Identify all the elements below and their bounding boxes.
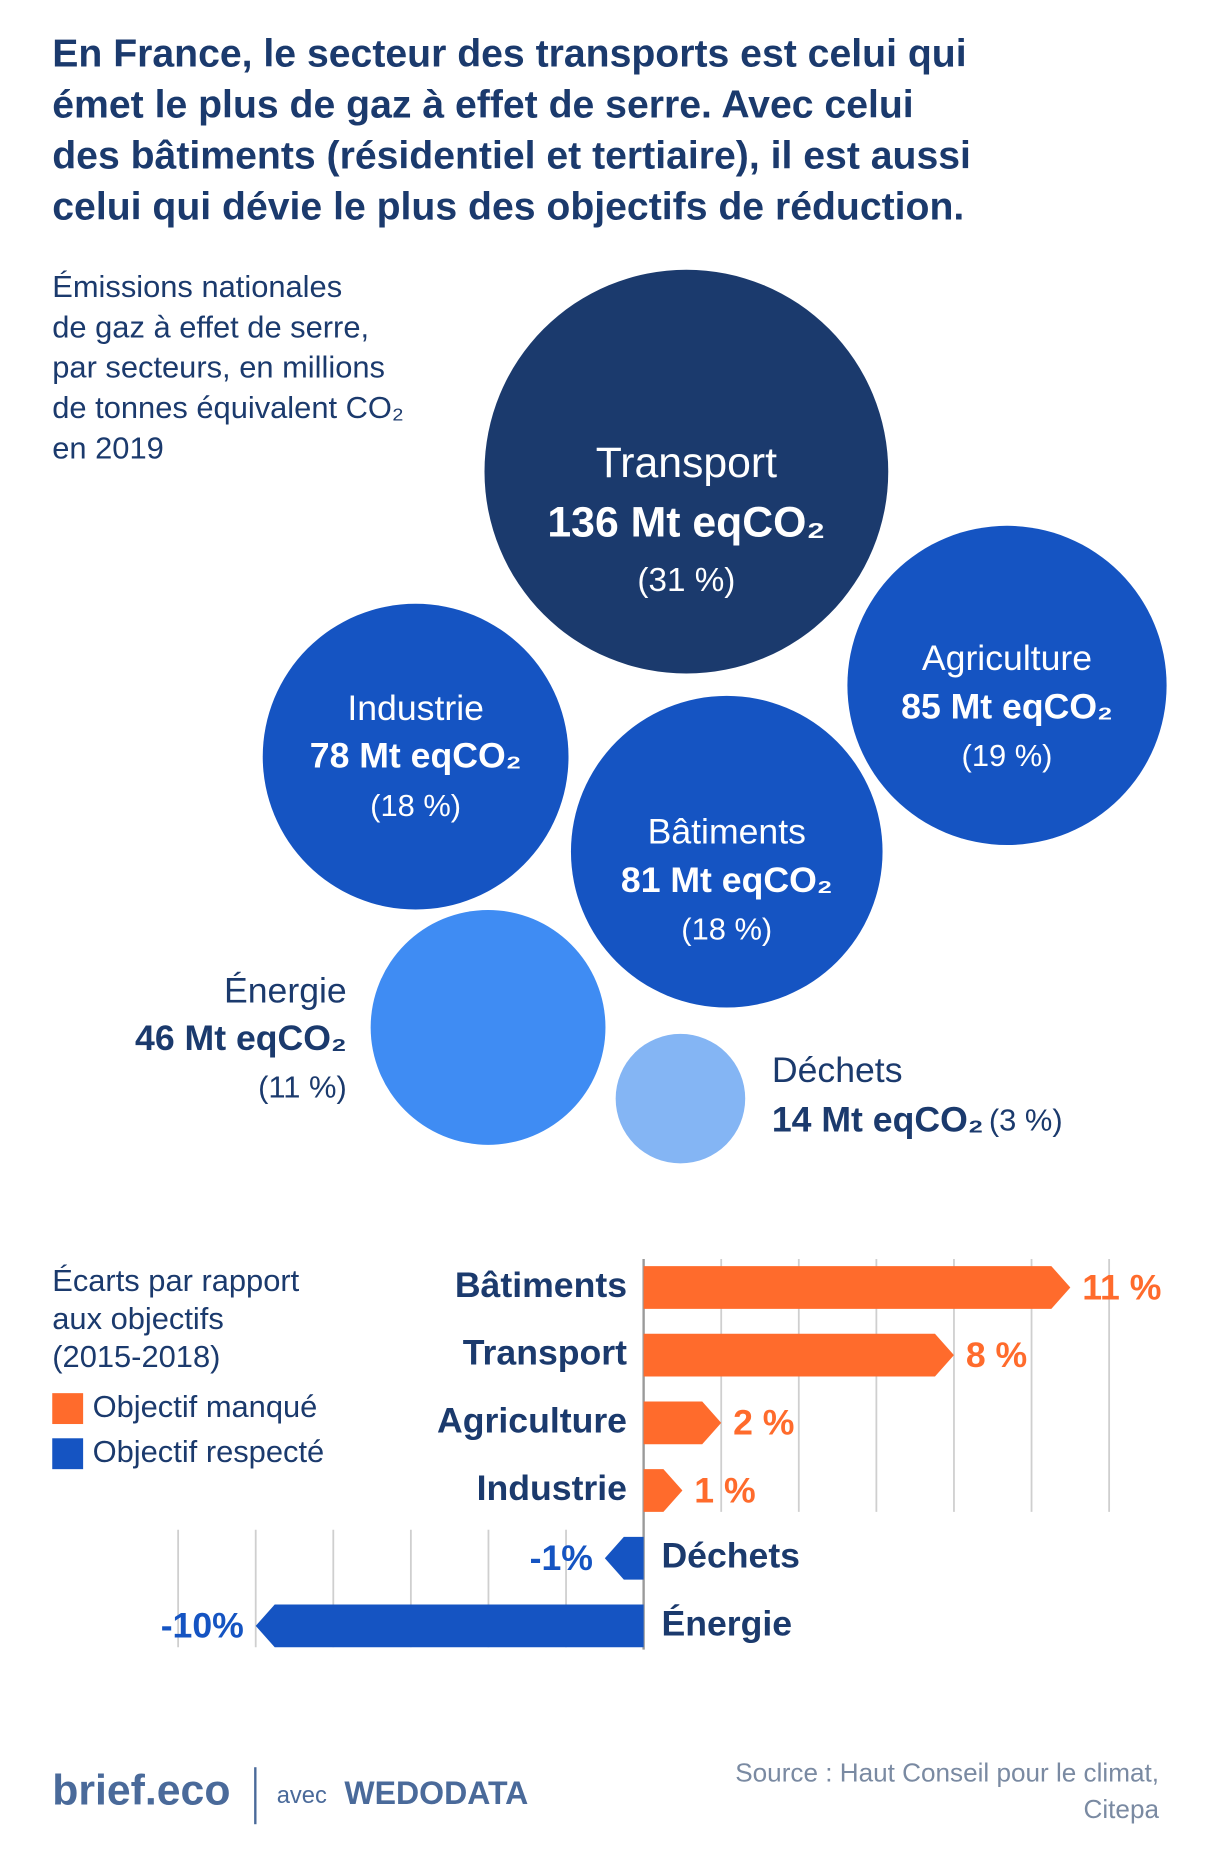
value-label: -10%	[161, 1606, 244, 1646]
title-line: des bâtiments (résidentiel et tertiaire)…	[52, 135, 971, 178]
subtitle-line: Écarts par rapport	[52, 1263, 299, 1298]
bubble-category: Bâtiments	[648, 811, 806, 851]
bar	[643, 1469, 683, 1512]
bubble-category: Déchets	[772, 1050, 903, 1090]
legend-swatch	[52, 1393, 84, 1425]
title-line: En France, le secteur des transports est…	[52, 32, 966, 75]
bubble	[615, 1033, 746, 1164]
bubble-category: Énergie	[224, 970, 347, 1010]
bubble	[847, 525, 1167, 846]
legend-label: Objectif manqué	[93, 1389, 318, 1424]
value-label: 2 %	[733, 1403, 794, 1443]
bubble-share-label: (3 %)	[989, 1103, 1063, 1138]
bubble	[570, 695, 883, 1008]
bubble-value-line: 14 Mt eqCO₂ (3 %)	[772, 1100, 1063, 1140]
bar	[604, 1536, 644, 1580]
bubble-value-label: 136 Mt eqCO₂	[547, 498, 825, 546]
subtitle-line: par secteurs, en millions	[52, 350, 385, 385]
value-label: -1%	[530, 1538, 593, 1578]
bubble-category: Agriculture	[922, 638, 1092, 678]
subtitle-line: Émissions nationales	[52, 269, 342, 304]
value-label: 11 %	[1082, 1267, 1161, 1307]
bar	[643, 1266, 1071, 1309]
bubble-value-label: 81 Mt eqCO₂	[621, 860, 833, 900]
bar	[255, 1604, 644, 1648]
source-line: Citepa	[1084, 1794, 1160, 1824]
source-line: Source : Haut Conseil pour le climat,	[735, 1757, 1159, 1787]
subtitle-line: (2015-2018)	[52, 1339, 220, 1374]
bubble	[262, 603, 569, 910]
y-category-label: Transport	[463, 1333, 627, 1373]
subtitle-line: aux objectifs	[52, 1301, 224, 1336]
y-category-label: Bâtiments	[455, 1265, 627, 1305]
bar	[643, 1333, 954, 1377]
brand: brief.eco	[52, 1767, 230, 1815]
partner: WEDODATA	[344, 1775, 528, 1811]
bubble-share-label: (31 %)	[637, 562, 735, 599]
bubble-value-label: 78 Mt eqCO₂	[310, 735, 522, 775]
subtitle-line: de gaz à effet de serre,	[52, 309, 369, 344]
with-label: avec	[277, 1782, 327, 1809]
value-label: 1 %	[694, 1470, 755, 1510]
bubble	[370, 909, 606, 1145]
y-category-label: Déchets	[661, 1536, 800, 1576]
bubble-share-label: (18 %)	[370, 788, 461, 823]
bubble-value-label: 14 Mt eqCO₂	[772, 1100, 984, 1140]
value-label: 8 %	[966, 1335, 1027, 1375]
bubble-category: Industrie	[347, 688, 484, 728]
bubble-value-label: 85 Mt eqCO₂	[901, 687, 1113, 727]
legend-label: Objectif respecté	[93, 1434, 325, 1469]
bubble-value-label: 46 Mt eqCO₂	[135, 1018, 347, 1058]
bubble-category: Transport	[596, 439, 777, 487]
bubble-share-label: (19 %)	[962, 738, 1053, 773]
subtitle-line: de tonnes équivalent CO₂	[52, 390, 404, 425]
y-category-label: Énergie	[661, 1603, 792, 1643]
title-line: celui qui dévie le plus des objectifs de…	[52, 186, 964, 229]
bubble-share-label: (11 %)	[258, 1069, 347, 1104]
y-category-label: Industrie	[477, 1468, 627, 1508]
bar	[643, 1401, 722, 1445]
bubble	[484, 269, 889, 674]
title-line: émet le plus de gaz à effet de serre. Av…	[52, 83, 913, 126]
subtitle-line: en 2019	[52, 430, 164, 465]
bubble-share-label: (18 %)	[681, 911, 772, 946]
legend-swatch	[52, 1438, 84, 1470]
y-category-label: Agriculture	[437, 1400, 627, 1440]
